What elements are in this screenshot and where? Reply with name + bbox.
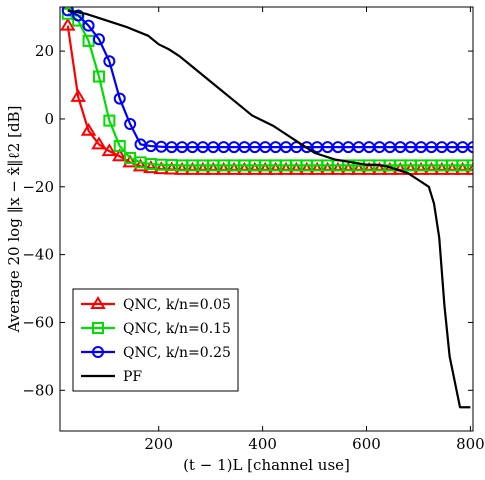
data-point: [350, 161, 367, 175]
data-point: [72, 9, 85, 22]
legend-item: QNC, k/n=0.05: [81, 296, 231, 313]
y-tick-label: −60: [22, 313, 54, 331]
data-point: [91, 136, 107, 150]
data-point: [113, 92, 126, 105]
data-point: [288, 161, 305, 175]
legend-marker: [92, 346, 104, 358]
data-point: [247, 161, 263, 175]
x-tick-label: 600: [352, 435, 381, 453]
data-point: [467, 141, 473, 154]
legend-marker: [92, 322, 104, 334]
series-line: [67, 9, 473, 149]
legend-label: PF: [123, 369, 142, 385]
data-point: [184, 161, 201, 175]
x-axis-label: (t − 1)L [channel use]: [183, 456, 350, 474]
plot-area: [60, 7, 473, 409]
data-point: [236, 161, 253, 175]
legend: QNC, k/n=0.05 QNC, k/n=0.15 QNC, k/n=0.25 P…: [72, 288, 239, 392]
data-point: [371, 161, 388, 175]
y-tick-label: −20: [22, 178, 54, 196]
data-point: [174, 161, 190, 175]
data-point: [467, 159, 473, 172]
series-line: [67, 9, 471, 409]
series-3: [61, 7, 473, 154]
legend-label: QNC, k/n=0.15: [123, 321, 231, 337]
y-tick-label: −40: [22, 246, 54, 264]
data-point: [80, 122, 97, 136]
data-point: [361, 161, 377, 175]
data-point: [205, 161, 222, 175]
legend-item: PF: [81, 369, 142, 385]
y-tick-label: −80: [22, 381, 54, 399]
data-point: [444, 161, 460, 175]
axes-frame: [59, 6, 474, 432]
legend-marker: [90, 296, 106, 309]
x-tick-label: 200: [144, 435, 173, 453]
data-point: [153, 161, 170, 175]
series-4: [67, 9, 471, 409]
data-point: [143, 160, 159, 174]
data-point: [124, 118, 137, 131]
data-point: [309, 161, 325, 175]
data-point: [330, 161, 346, 175]
data-point: [215, 161, 232, 175]
data-point: [257, 161, 273, 175]
data-point: [413, 161, 429, 175]
data-point: [132, 158, 149, 172]
data-point: [465, 161, 473, 175]
data-point: [92, 70, 105, 83]
data-point: [103, 114, 116, 127]
data-point: [101, 143, 118, 157]
data-point: [122, 154, 138, 168]
data-point: [454, 161, 471, 175]
data-point: [278, 161, 294, 175]
legend-item: QNC, k/n=0.15: [81, 321, 231, 337]
data-point: [434, 161, 450, 175]
legend-label: QNC, k/n=0.25: [123, 345, 231, 361]
data-point: [340, 161, 357, 175]
data-point: [103, 55, 116, 68]
data-point: [82, 19, 95, 32]
data-point: [195, 161, 211, 175]
data-point: [163, 161, 180, 175]
data-point: [226, 161, 242, 175]
x-tick-label: 800: [456, 435, 485, 453]
legend-box: [72, 288, 239, 392]
legend-label: QNC, k/n=0.05: [123, 297, 231, 313]
series-2: [61, 7, 473, 172]
legend-item: QNC, k/n=0.25: [81, 345, 231, 361]
data-point: [298, 161, 315, 175]
data-point: [319, 161, 336, 175]
data-point: [267, 161, 284, 175]
y-tick-label: 20: [35, 42, 54, 60]
y-axis-label: Average 20 log ‖x − x̂‖ℓ2 [dB]: [5, 106, 23, 334]
data-point: [92, 33, 105, 46]
data-point: [113, 140, 126, 153]
data-point: [111, 148, 128, 162]
y-tick-label: 0: [44, 110, 54, 128]
data-point: [423, 161, 440, 175]
data-point: [60, 17, 76, 31]
data-point: [70, 88, 86, 102]
x-tick-label: 400: [248, 435, 277, 453]
